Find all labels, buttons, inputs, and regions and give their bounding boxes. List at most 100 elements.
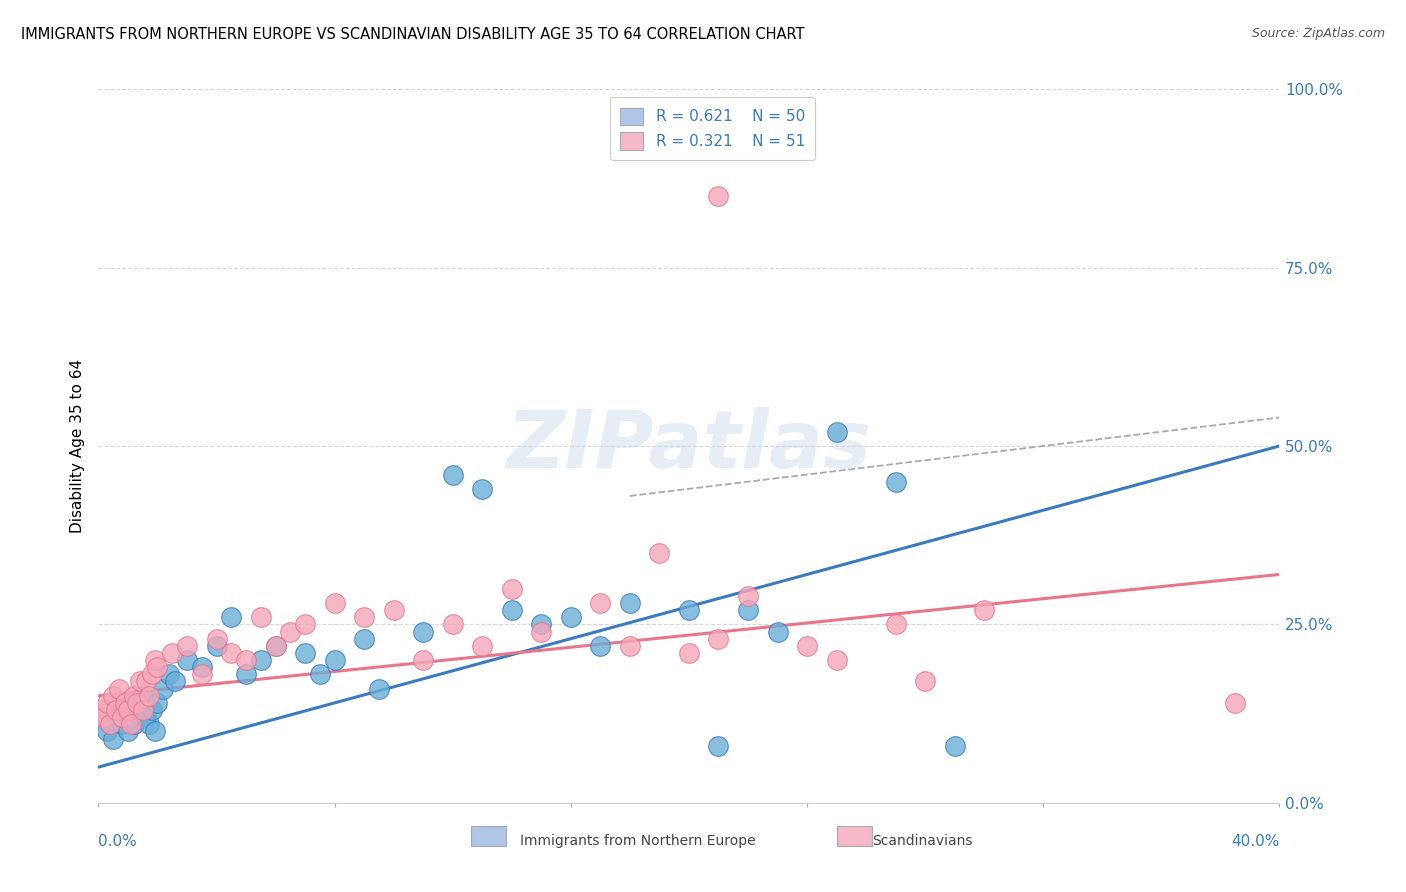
Point bbox=[191, 660, 214, 674]
Point bbox=[250, 610, 273, 624]
Text: IMMIGRANTS FROM NORTHERN EUROPE VS SCANDINAVIAN DISABILITY AGE 35 TO 64 CORRELAT: IMMIGRANTS FROM NORTHERN EUROPE VS SCAND… bbox=[21, 27, 804, 42]
Point bbox=[114, 703, 136, 717]
Point bbox=[205, 632, 228, 646]
Point bbox=[143, 653, 166, 667]
Point bbox=[108, 681, 131, 696]
Point bbox=[294, 617, 316, 632]
Point bbox=[103, 731, 125, 746]
Point bbox=[138, 717, 160, 731]
Point bbox=[221, 646, 243, 660]
Text: 40.0%: 40.0% bbox=[1232, 834, 1279, 849]
Point bbox=[96, 724, 118, 739]
Point bbox=[205, 639, 228, 653]
Point bbox=[619, 596, 641, 610]
Legend: R = 0.621    N = 50, R = 0.321    N = 51: R = 0.621 N = 50, R = 0.321 N = 51 bbox=[610, 97, 815, 161]
Point bbox=[678, 603, 700, 617]
Point bbox=[143, 724, 166, 739]
Point bbox=[471, 639, 494, 653]
Point bbox=[530, 617, 553, 632]
Point bbox=[412, 653, 434, 667]
Point bbox=[1223, 696, 1246, 710]
Point bbox=[368, 681, 391, 696]
Point bbox=[766, 624, 789, 639]
Point bbox=[353, 632, 375, 646]
Point bbox=[530, 624, 553, 639]
Point bbox=[122, 717, 145, 731]
Point bbox=[471, 482, 494, 496]
Point bbox=[501, 603, 523, 617]
Point bbox=[103, 703, 125, 717]
Point bbox=[648, 546, 671, 560]
Point bbox=[128, 674, 150, 689]
Point bbox=[441, 617, 464, 632]
Point bbox=[105, 703, 128, 717]
Point bbox=[103, 689, 125, 703]
Point bbox=[165, 674, 187, 689]
Point bbox=[235, 653, 257, 667]
Text: 0.0%: 0.0% bbox=[98, 834, 138, 849]
Text: Immigrants from Northern Europe: Immigrants from Northern Europe bbox=[520, 834, 756, 848]
Point bbox=[105, 696, 128, 710]
Point bbox=[560, 610, 582, 624]
Point bbox=[111, 717, 134, 731]
Point bbox=[707, 739, 730, 753]
Point bbox=[678, 646, 700, 660]
Point bbox=[501, 582, 523, 596]
Text: Source: ZipAtlas.com: Source: ZipAtlas.com bbox=[1251, 27, 1385, 40]
Point bbox=[141, 667, 163, 681]
Point bbox=[146, 660, 169, 674]
Point bbox=[122, 689, 145, 703]
Point bbox=[619, 639, 641, 653]
Point bbox=[111, 710, 134, 724]
Point bbox=[162, 646, 183, 660]
Point bbox=[278, 624, 302, 639]
Point bbox=[737, 603, 759, 617]
Point bbox=[914, 674, 936, 689]
Point bbox=[707, 189, 730, 203]
Point bbox=[125, 696, 148, 710]
Point bbox=[264, 639, 287, 653]
Point bbox=[157, 667, 180, 681]
Point bbox=[96, 696, 118, 710]
Point bbox=[98, 717, 121, 731]
Point bbox=[132, 689, 155, 703]
Point bbox=[737, 589, 759, 603]
Point bbox=[135, 674, 157, 689]
Point bbox=[589, 639, 612, 653]
Point bbox=[114, 696, 136, 710]
Point bbox=[152, 681, 174, 696]
Point bbox=[176, 653, 198, 667]
Point bbox=[146, 696, 169, 710]
Point bbox=[943, 739, 966, 753]
Point bbox=[117, 703, 139, 717]
Point bbox=[93, 710, 115, 724]
Point bbox=[323, 653, 346, 667]
Point bbox=[120, 710, 142, 724]
Point bbox=[825, 425, 848, 439]
Point bbox=[589, 596, 612, 610]
Point bbox=[825, 653, 848, 667]
Text: ZIPatlas: ZIPatlas bbox=[506, 407, 872, 485]
Point bbox=[176, 639, 198, 653]
Point bbox=[412, 624, 434, 639]
Point bbox=[191, 667, 214, 681]
Point bbox=[884, 475, 907, 489]
Point bbox=[264, 639, 287, 653]
Point bbox=[108, 710, 131, 724]
Point bbox=[120, 717, 142, 731]
Point bbox=[973, 603, 995, 617]
Point bbox=[250, 653, 273, 667]
Point bbox=[90, 703, 112, 717]
Point bbox=[441, 467, 464, 482]
Point bbox=[132, 703, 155, 717]
Point bbox=[884, 617, 907, 632]
Point bbox=[141, 703, 163, 717]
Point bbox=[117, 724, 139, 739]
Point bbox=[323, 596, 346, 610]
Point bbox=[294, 646, 316, 660]
Point bbox=[138, 689, 160, 703]
Text: Scandinavians: Scandinavians bbox=[872, 834, 972, 848]
Point bbox=[98, 717, 121, 731]
Point bbox=[796, 639, 818, 653]
Point bbox=[353, 610, 375, 624]
